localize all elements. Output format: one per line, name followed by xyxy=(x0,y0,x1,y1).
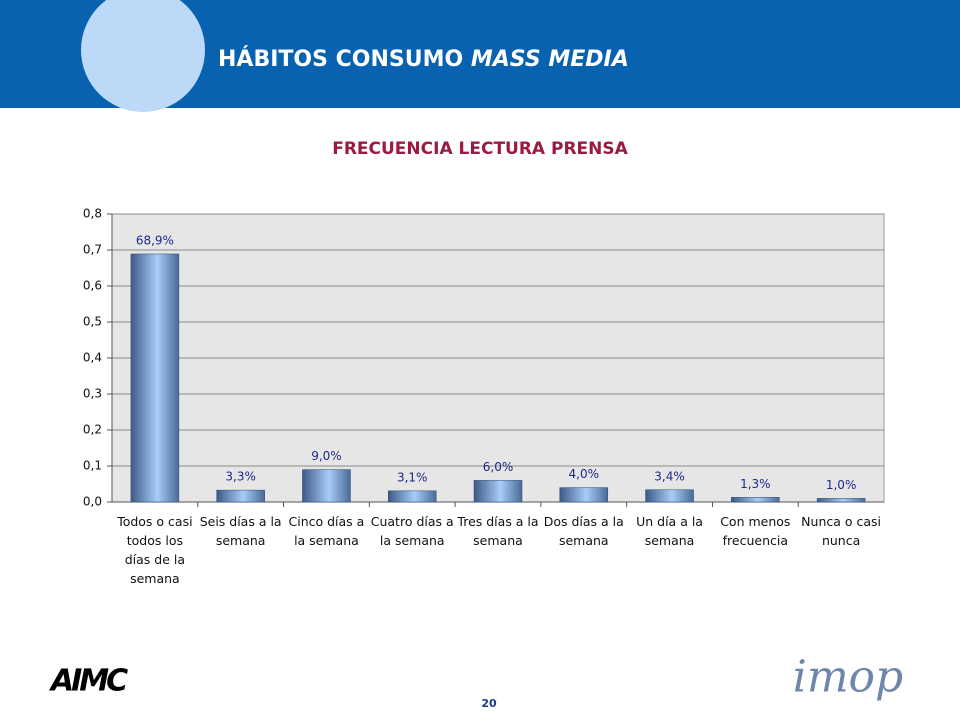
y-tick-label: 0,8 xyxy=(83,207,102,221)
logo-right: imop xyxy=(793,652,903,703)
data-label: 68,9% xyxy=(136,233,174,247)
data-label: 6,0% xyxy=(483,460,514,474)
bar xyxy=(473,480,523,503)
bar xyxy=(302,469,351,503)
y-tick-label: 0,3 xyxy=(83,387,102,401)
y-tick-label: 0,7 xyxy=(83,243,102,257)
y-tick-label: 0,0 xyxy=(83,495,102,509)
data-label: 3,3% xyxy=(225,470,256,484)
bar xyxy=(559,487,609,503)
bar xyxy=(130,253,180,503)
data-label: 3,1% xyxy=(397,470,428,484)
page-number: 20 xyxy=(481,697,497,710)
y-tick-label: 0,1 xyxy=(83,459,102,473)
x-tick-label: Cuatro días a la semana xyxy=(370,514,454,548)
y-tick-label: 0,5 xyxy=(83,315,102,329)
x-tick-label: Un día a la semana xyxy=(636,514,703,548)
bar xyxy=(216,489,265,503)
bar xyxy=(645,489,694,503)
x-tick-label: Con menos frecuencia xyxy=(720,514,791,548)
data-label: 1,0% xyxy=(826,478,857,492)
chart-title: FRECUENCIA LECTURA PRENSA xyxy=(332,139,628,159)
bar xyxy=(387,490,437,503)
header-title-italic: MASS MEDIA xyxy=(471,47,629,72)
x-tick-label: Cinco días a la semana xyxy=(288,514,365,548)
x-tick-label: Tres días a la semana xyxy=(457,514,539,548)
logo-left: AIMC xyxy=(49,664,128,699)
x-tick-label: Todos o casi todos los días de la semana xyxy=(117,514,193,586)
data-label: 3,4% xyxy=(654,469,685,483)
y-tick-label: 0,2 xyxy=(83,423,102,437)
header-title: HÁBITOS CONSUMO MASS MEDIA xyxy=(218,46,629,72)
x-tick-label: Dos días a la semana xyxy=(543,514,624,548)
bar xyxy=(731,497,780,503)
y-tick-label: 0,6 xyxy=(83,279,102,293)
header-title-main: HÁBITOS CONSUMO xyxy=(218,46,463,72)
header-circle xyxy=(81,0,205,112)
x-tick-label: Seis días a la semana xyxy=(199,514,282,548)
x-tick-label: Nunca o casi nunca xyxy=(801,514,882,548)
y-tick-label: 0,4 xyxy=(83,351,102,365)
bar xyxy=(816,498,866,503)
data-label: 4,0% xyxy=(569,467,600,481)
data-label: 9,0% xyxy=(311,449,342,463)
data-label: 1,3% xyxy=(740,477,771,491)
